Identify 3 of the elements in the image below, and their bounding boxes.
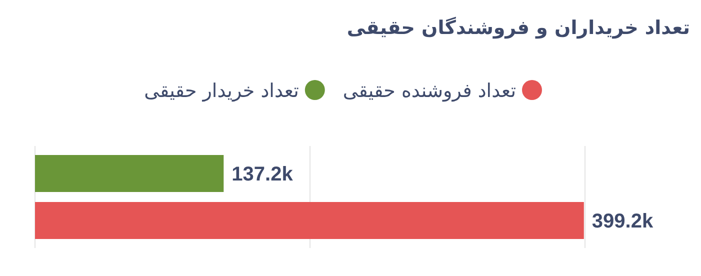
data-label: 137.2k [232,164,294,186]
title: تعداد خریداران و فروشندگان حقیقی [346,17,690,39]
data-label: 399.2k [592,210,654,232]
